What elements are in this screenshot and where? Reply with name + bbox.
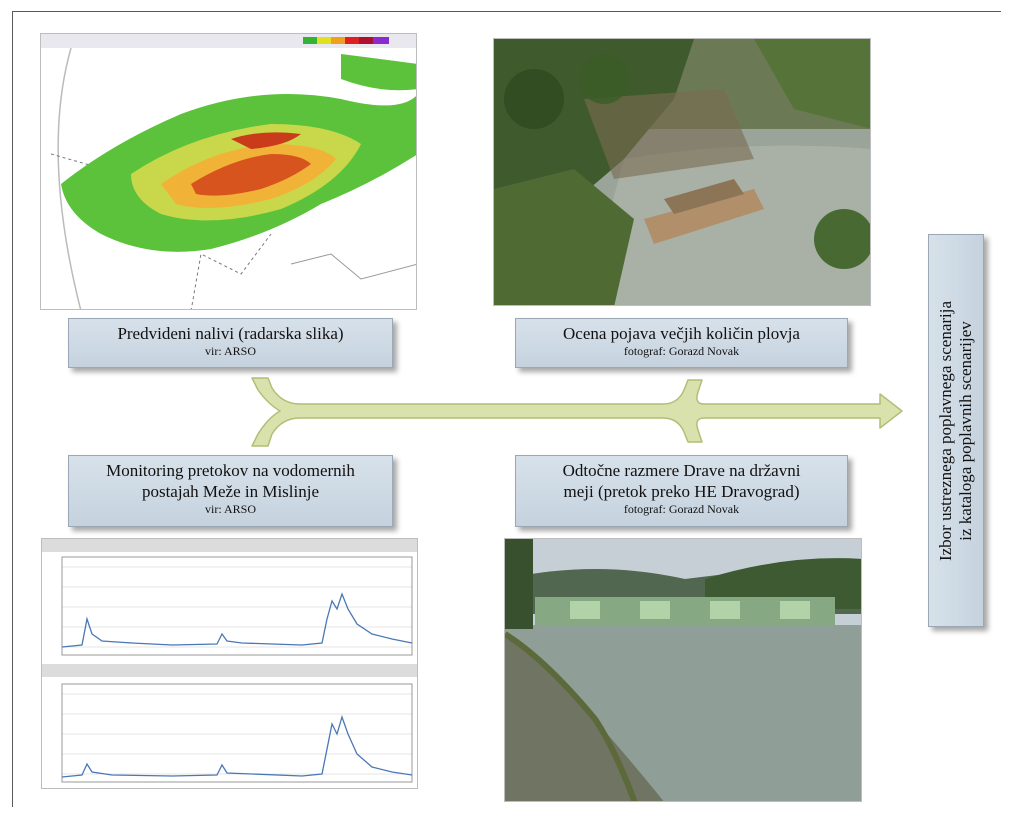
- scenario-line1: Izbor ustreznega poplavnega scenarija: [936, 300, 955, 561]
- radar-title: Predvideni nalivi (radarska slika): [117, 324, 344, 343]
- radar-image: [40, 33, 417, 310]
- figure-frame: [12, 11, 1001, 807]
- debris-label: Ocena pojava večjih količin plovja fotog…: [515, 318, 848, 368]
- drava-label: Odtočne razmere Drave na državni meji (p…: [515, 455, 848, 527]
- flow-charts-image: [41, 538, 418, 789]
- radar-label: Predvideni nalivi (radarska slika) vir: …: [68, 318, 393, 368]
- drava-title-line2: meji (pretok preko HE Dravograd): [563, 482, 800, 501]
- debris-title: Ocena pojava večjih količin plovja: [563, 324, 800, 343]
- scenario-selection-text: Izbor ustreznega poplavnega scenarija iz…: [936, 241, 976, 621]
- monitoring-label: Monitoring pretokov na vodomernih postaj…: [68, 455, 393, 527]
- debris-credit: fotograf: Gorazd Novak: [623, 344, 740, 358]
- monitoring-title-line1: Monitoring pretokov na vodomernih: [106, 461, 355, 480]
- monitoring-title-line2: postajah Meže in Mislinje: [141, 482, 320, 501]
- drava-credit: fotograf: Gorazd Novak: [623, 502, 740, 516]
- radar-credit: vir: ARSO: [204, 344, 256, 358]
- monitoring-credit: vir: ARSO: [204, 502, 256, 516]
- scenario-line2: iz kataloga poplavnih scenarijev: [956, 320, 975, 541]
- debris-photo: [493, 38, 871, 306]
- drava-title-line1: Odtočne razmere Drave na državni: [562, 461, 801, 480]
- drava-dam-photo: [504, 538, 862, 802]
- scenario-selection-box: Izbor ustreznega poplavnega scenarija iz…: [928, 234, 984, 627]
